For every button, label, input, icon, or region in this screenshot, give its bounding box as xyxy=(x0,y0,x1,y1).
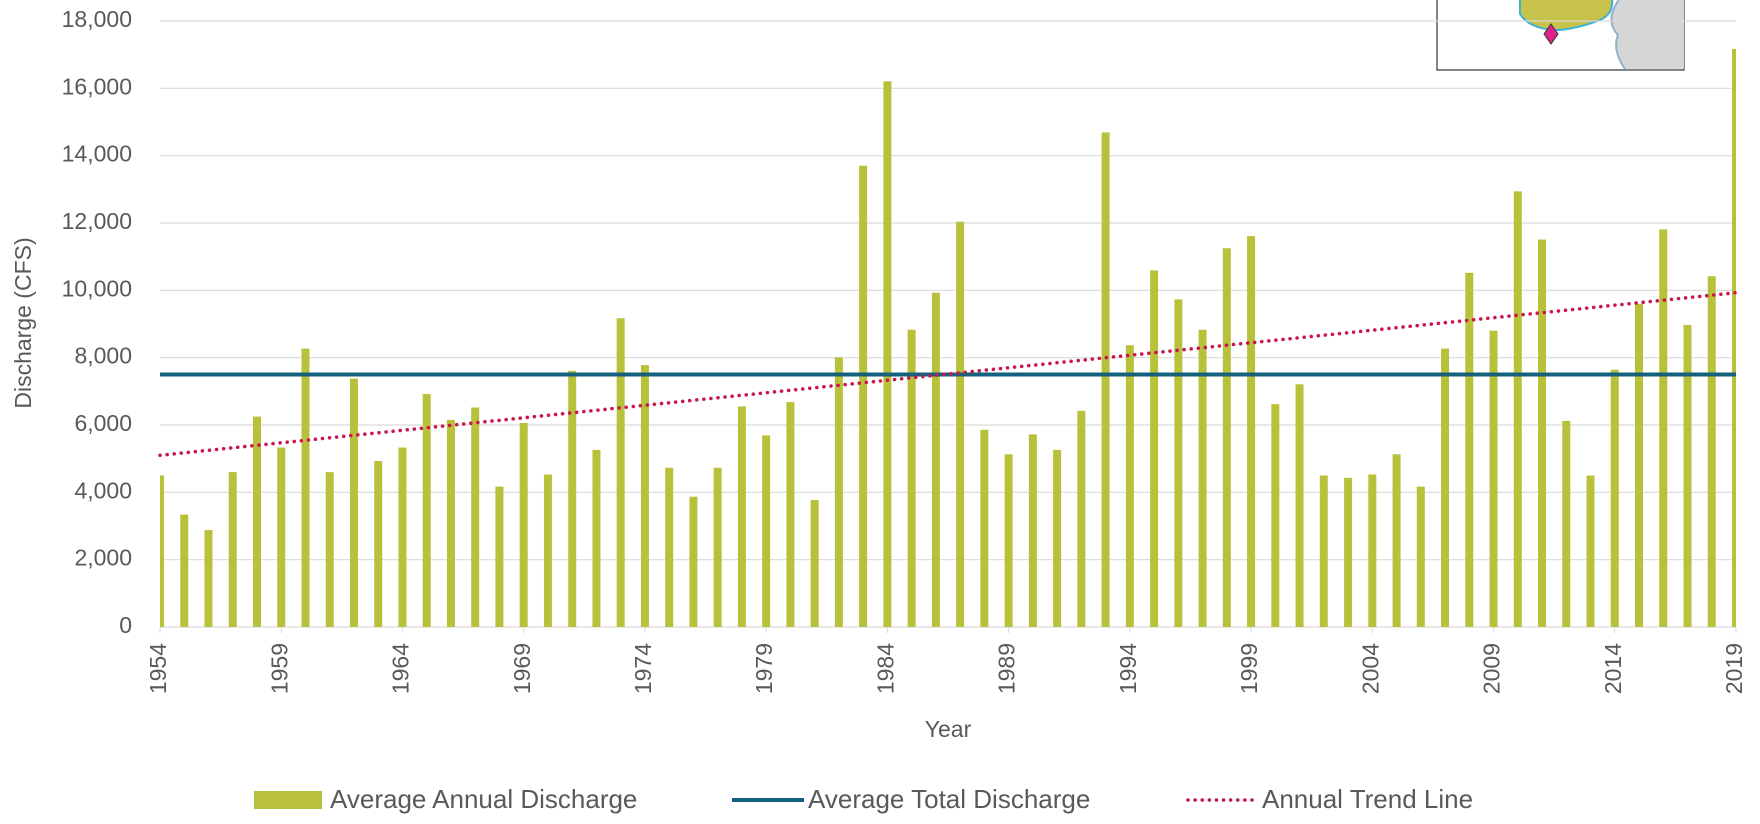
x-axis-title: Year xyxy=(925,716,972,742)
bar xyxy=(349,378,358,627)
x-tick-label: 1954 xyxy=(145,643,171,694)
bar xyxy=(1053,449,1062,627)
bar xyxy=(1222,248,1231,627)
legend-swatch xyxy=(254,791,322,809)
bar xyxy=(422,394,431,627)
bar xyxy=(1732,48,1736,627)
x-tick-label: 1984 xyxy=(872,643,898,694)
bar xyxy=(1465,272,1474,627)
legend-label: Average Total Discharge xyxy=(808,784,1090,814)
bar xyxy=(277,447,286,627)
bar xyxy=(1489,330,1498,627)
x-tick-label: 2009 xyxy=(1479,643,1505,694)
bar xyxy=(640,365,649,627)
bar xyxy=(616,318,625,627)
bar xyxy=(519,422,528,627)
bar xyxy=(907,329,916,627)
bar xyxy=(1513,191,1522,627)
bar xyxy=(762,435,771,627)
y-tick-label: 8,000 xyxy=(74,343,132,369)
y-tick-label: 14,000 xyxy=(62,141,132,167)
bar xyxy=(471,407,480,627)
bar xyxy=(1295,384,1304,627)
x-tick-label: 2004 xyxy=(1357,643,1383,694)
y-tick-label: 16,000 xyxy=(62,73,132,99)
bar xyxy=(956,221,965,628)
bar xyxy=(1392,454,1401,627)
bar xyxy=(980,429,989,627)
bar xyxy=(1538,239,1547,627)
bar xyxy=(495,486,504,627)
bar xyxy=(1344,477,1353,627)
bar xyxy=(1247,236,1256,627)
x-tick-label: 1964 xyxy=(388,643,414,694)
map-inset xyxy=(1436,0,1685,71)
bar xyxy=(1635,303,1644,627)
legend-label: Annual Trend Line xyxy=(1262,784,1473,814)
bar xyxy=(1125,345,1134,627)
bar xyxy=(1610,369,1619,627)
bar xyxy=(1586,475,1595,627)
x-tick-label: 2014 xyxy=(1600,643,1626,694)
bar xyxy=(446,419,455,627)
y-tick-label: 10,000 xyxy=(62,275,132,301)
bar xyxy=(834,357,843,627)
bar xyxy=(1077,410,1086,627)
bar xyxy=(252,416,261,627)
y-tick-label: 18,000 xyxy=(62,6,132,32)
bar xyxy=(1707,276,1716,627)
bar xyxy=(810,500,819,627)
bar xyxy=(689,496,698,627)
bar xyxy=(1174,299,1183,627)
bar xyxy=(592,449,601,627)
bar xyxy=(160,475,164,627)
bar xyxy=(1004,454,1013,627)
x-tick-label: 1974 xyxy=(630,643,656,694)
bar xyxy=(1271,404,1280,627)
bar xyxy=(786,402,795,627)
bar xyxy=(1028,434,1037,627)
bar xyxy=(1416,486,1425,627)
bar xyxy=(180,514,189,627)
bar xyxy=(398,447,407,627)
bar xyxy=(1198,329,1207,627)
y-tick-label: 0 xyxy=(119,612,132,638)
x-tick-label: 1979 xyxy=(751,643,777,694)
x-tick-label: 1989 xyxy=(994,643,1020,694)
bar xyxy=(713,467,722,627)
bar xyxy=(1659,229,1668,627)
y-axis-title: Discharge (CFS) xyxy=(10,237,36,408)
y-tick-label: 12,000 xyxy=(62,208,132,234)
bar xyxy=(1441,348,1450,627)
x-tick-label: 1994 xyxy=(1115,643,1141,694)
x-tick-label: 1959 xyxy=(266,643,292,694)
bar xyxy=(859,165,868,627)
bar xyxy=(1562,420,1571,627)
bar xyxy=(568,370,577,627)
bar xyxy=(1683,325,1692,627)
x-tick-label: 1999 xyxy=(1236,643,1262,694)
bar xyxy=(1368,474,1377,627)
bar xyxy=(228,472,237,627)
y-tick-label: 2,000 xyxy=(74,545,132,571)
y-tick-label: 4,000 xyxy=(74,477,132,503)
x-tick-label: 2019 xyxy=(1721,643,1747,694)
bar xyxy=(1150,270,1159,627)
bar xyxy=(931,292,940,627)
bar xyxy=(543,474,552,627)
bar xyxy=(325,472,334,627)
bar xyxy=(883,81,892,628)
y-tick-label: 6,000 xyxy=(74,410,132,436)
bar xyxy=(301,348,310,627)
legend-label: Average Annual Discharge xyxy=(330,784,637,814)
series-line xyxy=(158,290,1738,458)
x-tick-label: 1969 xyxy=(509,643,535,694)
bar xyxy=(1319,475,1328,627)
bar xyxy=(1101,132,1110,628)
bar xyxy=(665,467,674,627)
bar xyxy=(204,530,213,627)
bar xyxy=(737,406,746,627)
bar xyxy=(374,461,383,627)
